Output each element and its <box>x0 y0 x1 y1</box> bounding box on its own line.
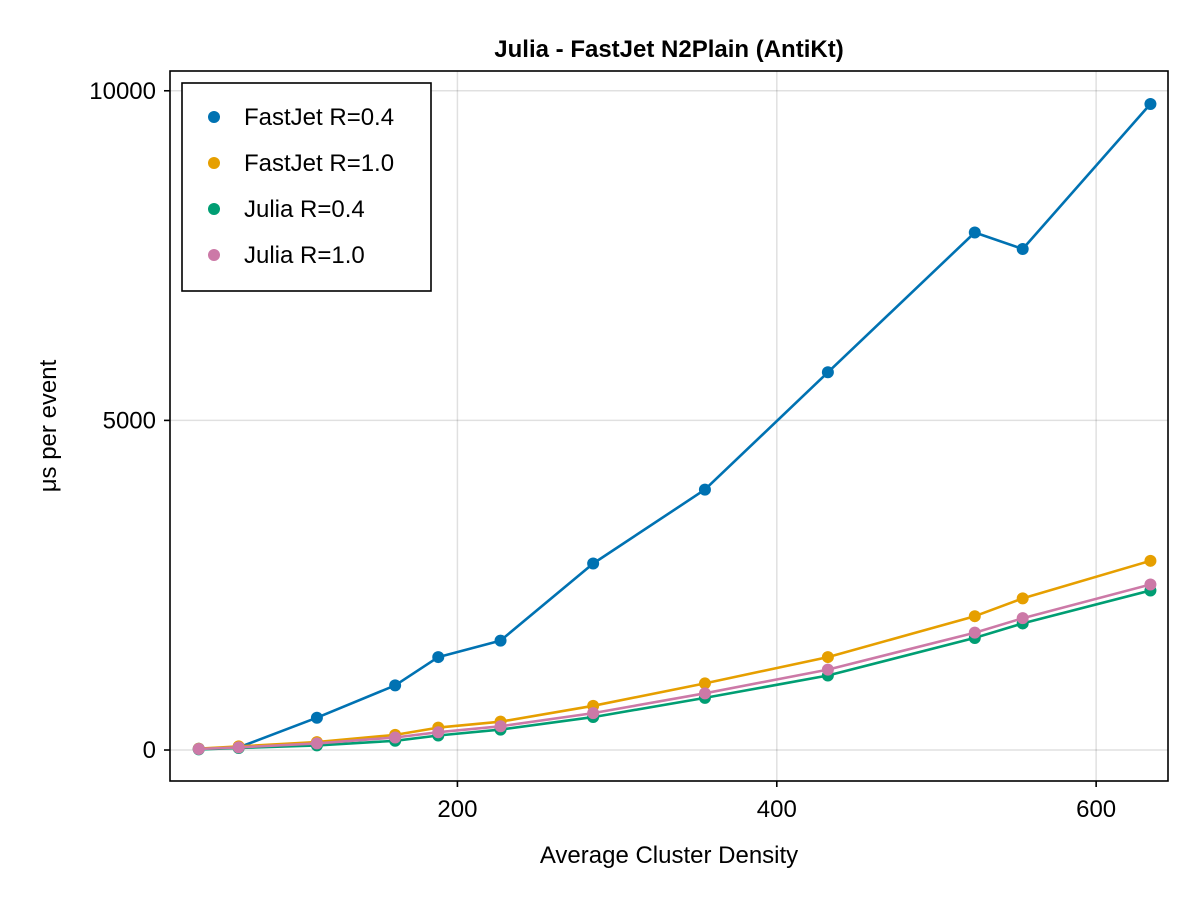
series-group <box>192 584 1157 756</box>
series-group <box>192 97 1157 755</box>
y-tick-label: 0 <box>143 737 156 764</box>
data-point <box>968 626 981 639</box>
y-axis-label: μs per event <box>35 359 62 492</box>
data-point <box>494 634 507 647</box>
legend-marker <box>208 249 220 261</box>
data-point <box>698 677 711 690</box>
legend: FastJet R=0.4 FastJet R=1.0 Julia R=0.4 Jul… <box>181 82 432 292</box>
data-point <box>698 483 711 496</box>
data-point <box>389 679 402 692</box>
legend-marker <box>208 111 220 123</box>
data-point <box>587 557 600 570</box>
data-point <box>968 610 981 623</box>
series-group <box>192 578 1157 756</box>
data-point <box>821 366 834 379</box>
data-point <box>232 741 245 754</box>
data-point <box>494 720 507 733</box>
series-line <box>198 589 1151 751</box>
data-point <box>1016 612 1029 625</box>
data-point <box>1016 242 1029 255</box>
data-point <box>821 651 834 664</box>
axis-ticks: 200 400 600 0 5000 10000 <box>89 78 1116 823</box>
data-point <box>432 651 445 664</box>
legend-marker <box>208 203 220 215</box>
data-point <box>587 707 600 720</box>
data-point <box>698 687 711 700</box>
x-tick-label: 600 <box>1076 796 1116 823</box>
x-tick-label: 400 <box>757 796 797 823</box>
legend-label: FastJet R=1.0 <box>244 150 394 177</box>
legend-label: FastJet R=0.4 <box>244 104 394 131</box>
y-tick-label: 10000 <box>89 78 156 105</box>
y-tick-label: 5000 <box>103 407 156 434</box>
legend-label: Julia R=1.0 <box>244 242 365 269</box>
series-line <box>198 559 1151 750</box>
data-point <box>192 743 205 756</box>
legend-marker <box>208 157 220 169</box>
legend-label: Julia R=0.4 <box>244 196 365 223</box>
data-point <box>821 663 834 676</box>
series-group <box>192 554 1157 755</box>
plot-series <box>192 97 1157 756</box>
legend-box <box>181 82 432 292</box>
data-point <box>432 726 445 739</box>
data-point <box>310 711 323 724</box>
data-point <box>389 731 402 744</box>
data-point <box>310 737 323 750</box>
data-point <box>968 226 981 239</box>
data-point <box>1144 578 1157 591</box>
x-tick-label: 200 <box>437 796 477 823</box>
chart-title: Julia - FastJet N2Plain (AntiKt) <box>494 36 843 63</box>
data-point <box>1016 592 1029 605</box>
series-line <box>198 103 1152 750</box>
x-axis-label: Average Cluster Density <box>540 842 798 869</box>
data-point <box>1144 554 1157 567</box>
plot-frame <box>169 70 1169 782</box>
data-point <box>1144 97 1157 110</box>
series-line <box>198 583 1151 751</box>
